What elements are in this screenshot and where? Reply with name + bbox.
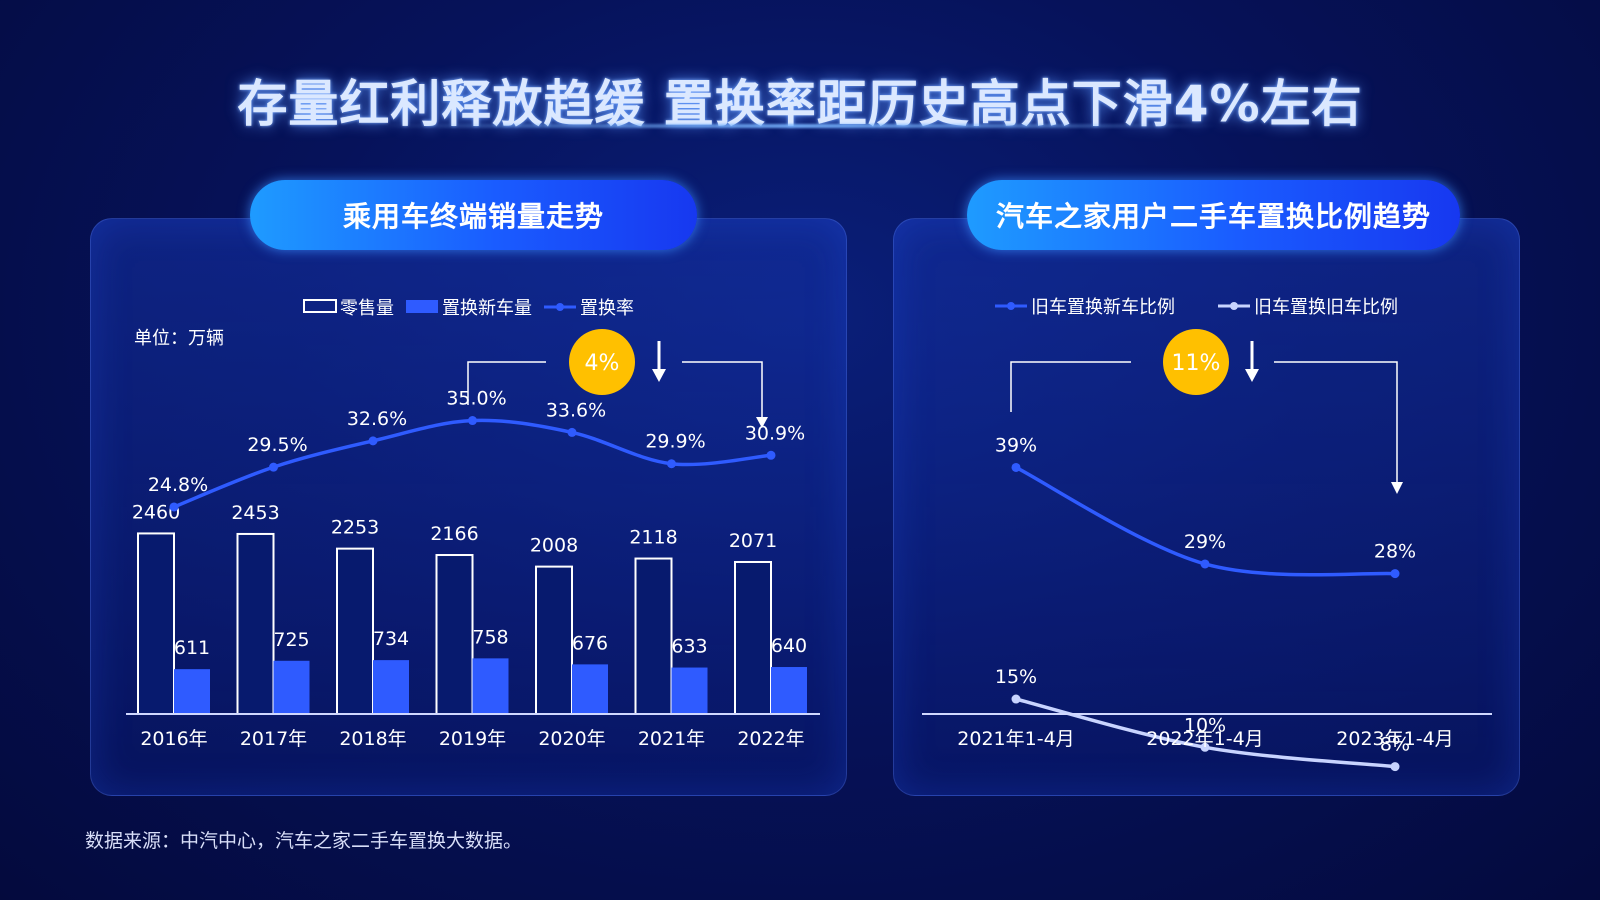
page-title: 存量红利释放趋缓 置换率距历史高点下滑4%左右 (237, 75, 1363, 133)
right-chart-panel (893, 218, 1520, 796)
title-underline-glow (380, 124, 1220, 128)
left-chart-panel (90, 218, 847, 796)
right-chart-title: 汽车之家用户二手车置换比例趋势 (967, 180, 1460, 250)
data-source-note: 数据来源：中汽中心，汽车之家二手车置换大数据。 (85, 830, 523, 852)
left-chart-title: 乘用车终端销量走势 (250, 180, 697, 250)
